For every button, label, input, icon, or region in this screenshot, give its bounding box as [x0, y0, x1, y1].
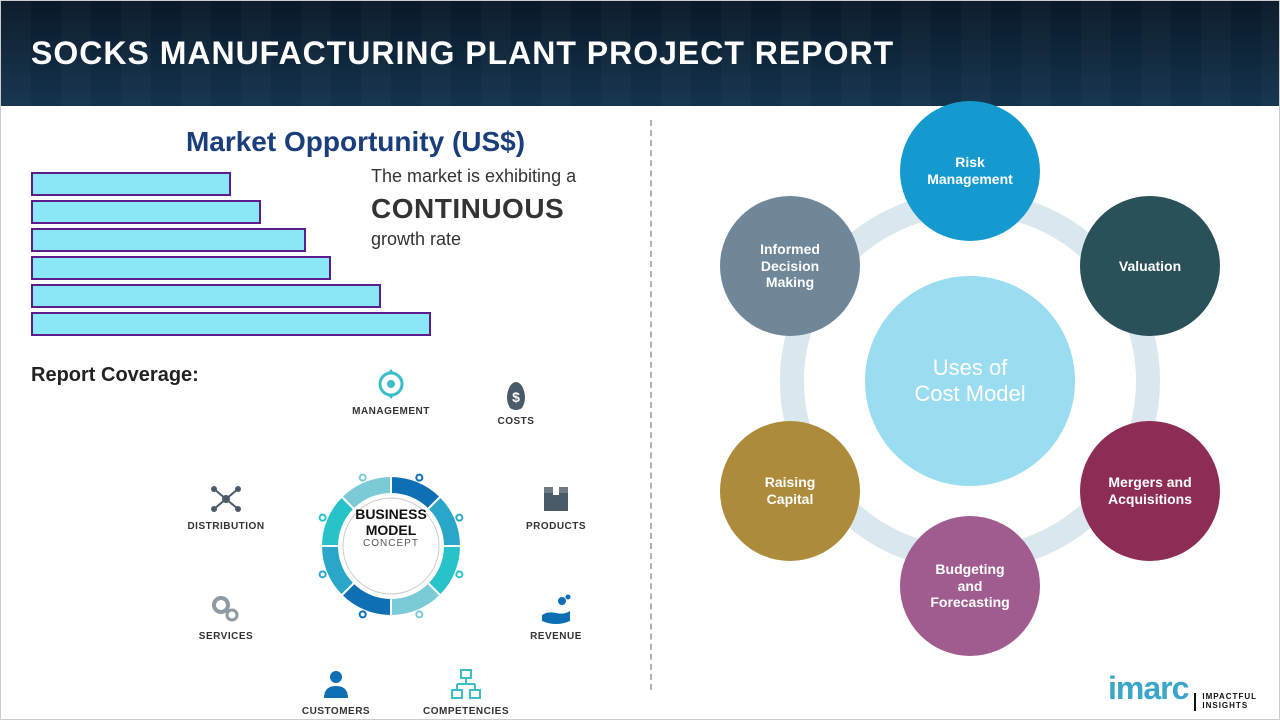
coverage-item-management: MANAGEMENT [336, 366, 446, 417]
bar [31, 172, 231, 196]
content: Market Opportunity (US$) The market is e… [1, 106, 1279, 721]
left-panel: Market Opportunity (US$) The market is e… [1, 106, 650, 721]
wheel-center: Uses ofCost Model [865, 276, 1075, 486]
bar [31, 200, 261, 224]
cost-model-node: RaisingCapital [720, 421, 860, 561]
coverage-label: PRODUCTS [501, 521, 611, 532]
bm-line-1: BUSINESS [336, 506, 446, 522]
coverage-item-competencies: COMPETENCIES [411, 666, 521, 717]
coverage-label: DISTRIBUTION [171, 521, 281, 532]
coverage-label: REVENUE [501, 631, 611, 642]
coverage-item-customers: CUSTOMERS [281, 666, 391, 717]
bar [31, 284, 381, 308]
coverage-item-distribution: DISTRIBUTION [171, 481, 281, 532]
right-panel: Uses ofCost Model RiskManagementValuatio… [650, 106, 1279, 721]
money-bag-icon: $ [498, 376, 534, 412]
bar [31, 256, 331, 280]
svg-text:$: $ [512, 389, 520, 405]
network-icon [208, 481, 244, 517]
person-icon [318, 666, 354, 702]
growth-line-1: The market is exhibiting a [371, 166, 631, 187]
cost-model-node: BudgetingandForecasting [900, 516, 1040, 656]
bar [31, 312, 431, 336]
growth-text: The market is exhibiting a CONTINUOUS gr… [371, 166, 631, 250]
coverage-label: SERVICES [171, 631, 281, 642]
coverage-item-costs: $ COSTS [461, 376, 571, 427]
org-chart-icon [448, 666, 484, 702]
bm-line-3: CONCEPT [336, 538, 446, 549]
box-icon [538, 481, 574, 517]
coverage-item-revenue: REVENUE [501, 591, 611, 642]
bar [31, 228, 306, 252]
hand-coin-icon [538, 591, 574, 627]
cost-model-node: Mergers andAcquisitions [1080, 421, 1220, 561]
header-banner: SOCKS MANUFACTURING PLANT PROJECT REPORT [1, 1, 1279, 106]
bm-line-2: MODEL [336, 522, 446, 538]
coverage-label: MANAGEMENT [336, 406, 446, 417]
brand-tag-2: INSIGHTS [1202, 702, 1257, 711]
business-model-diagram: BUSINESS MODEL CONCEPT MANAGEMENT $ COSTS D… [171, 366, 611, 706]
growth-emphasis: CONTINUOUS [371, 193, 631, 225]
cost-model-node: InformedDecisionMaking [720, 196, 860, 336]
management-icon [373, 366, 409, 402]
vertical-divider [650, 120, 652, 690]
brand-name: imarc [1108, 670, 1188, 707]
coverage-label: COSTS [461, 416, 571, 427]
coverage-label: COMPETENCIES [411, 706, 521, 717]
page-title: SOCKS MANUFACTURING PLANT PROJECT REPORT [31, 35, 894, 72]
business-model-center: BUSINESS MODEL CONCEPT [336, 506, 446, 549]
gears-icon [208, 591, 244, 627]
coverage-item-products: PRODUCTS [501, 481, 611, 532]
brand-logo: imarc IMPACTFUL INSIGHTS [1108, 670, 1257, 711]
growth-line-2: growth rate [371, 229, 631, 250]
coverage-label: CUSTOMERS [281, 706, 391, 717]
cost-model-wheel: Uses ofCost Model RiskManagementValuatio… [710, 121, 1230, 641]
cost-model-node: RiskManagement [900, 101, 1040, 241]
coverage-item-services: SERVICES [171, 591, 281, 642]
chart-title: Market Opportunity (US$) [91, 126, 620, 158]
brand-tagline: IMPACTFUL INSIGHTS [1194, 693, 1257, 711]
cost-model-node: Valuation [1080, 196, 1220, 336]
